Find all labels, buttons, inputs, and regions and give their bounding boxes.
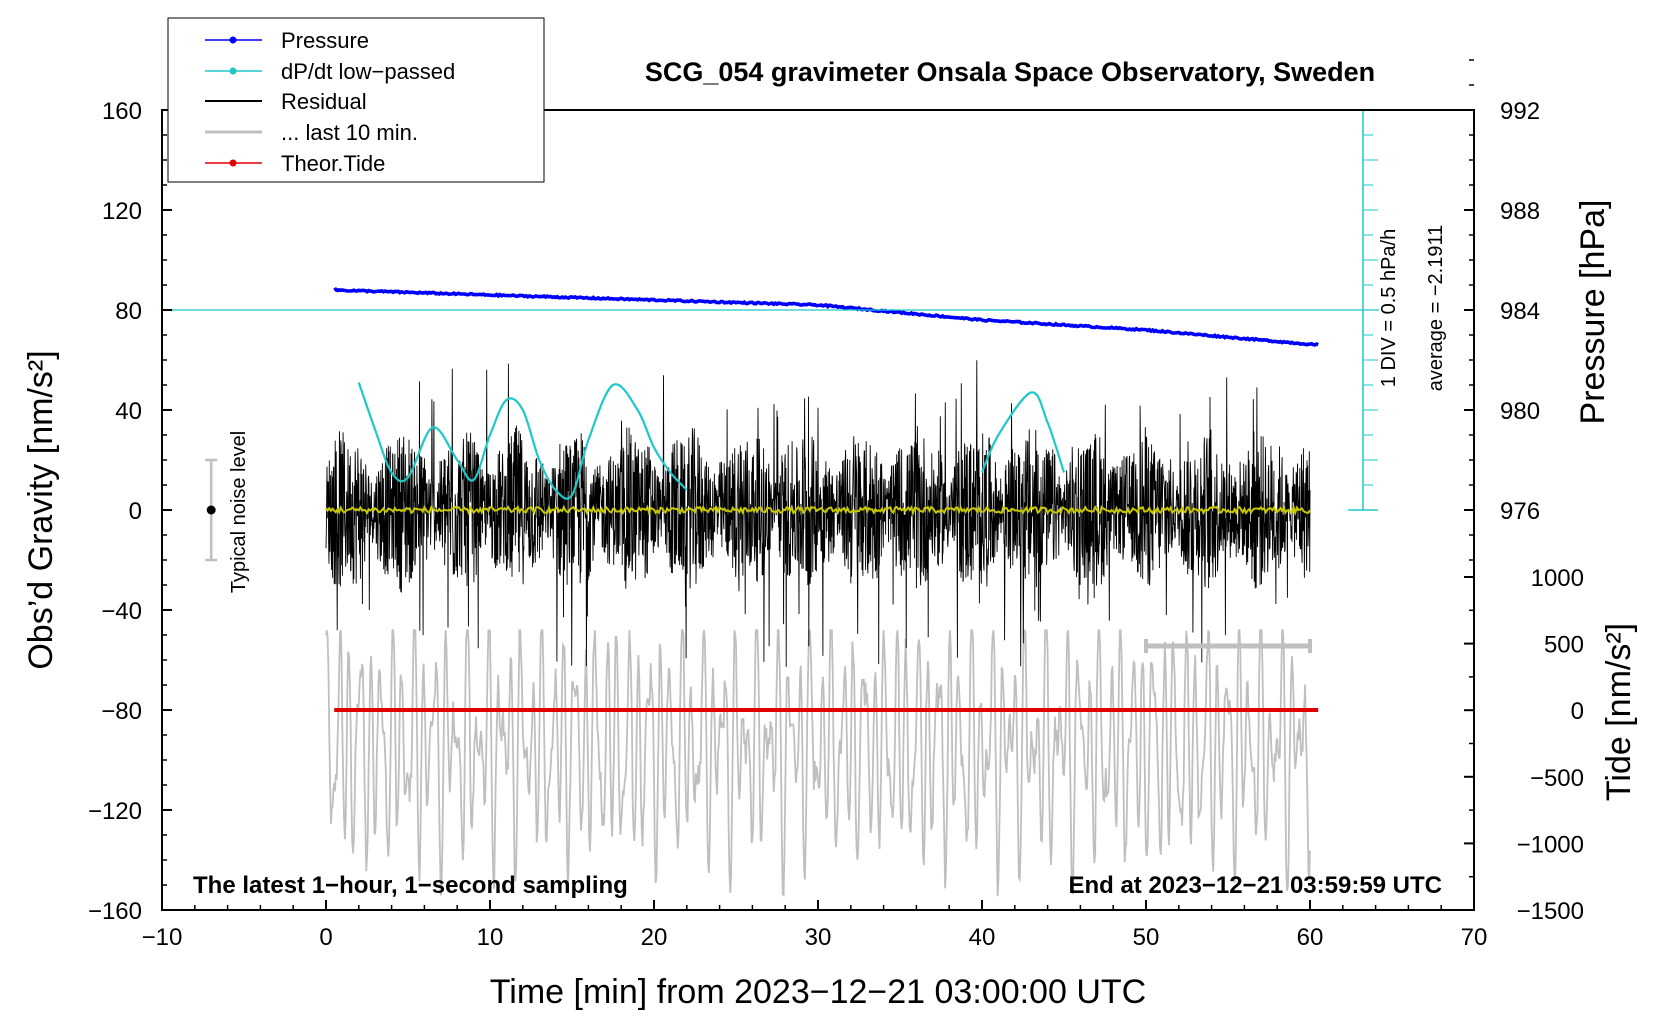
legend: Pressure dP/dt low−passed Residual ... l… [167, 17, 545, 183]
reference-layer [162, 110, 1379, 653]
dpdt-curve-1 [357, 382, 688, 500]
x-tick-label: 40 [969, 924, 996, 951]
tide-tick-label: −1000 [1517, 831, 1584, 858]
dpdt-scale-label: 1 DIV = 0.5 hPa/h [1378, 229, 1400, 387]
axis-layer: −10 0 10 20 30 40 50 60 70 160 120 80 40 0 −40 −80 −120 −… [88, 59, 1584, 951]
y-axis-title-tide: Tide [nm/s²] [1600, 623, 1638, 801]
y-tick-label: 160 [102, 98, 142, 125]
legend-marker-tide [229, 159, 237, 167]
legend-marker-dpdt [229, 67, 237, 75]
x-tick-label: 0 [319, 924, 332, 951]
y-tick-label: −120 [88, 798, 142, 825]
y-axis-title-pressure: Pressure [hPa] [1574, 200, 1612, 425]
pressure-tick-label: 976 [1500, 498, 1540, 525]
x-tick-label: 50 [1133, 924, 1160, 951]
dpdt-curve-2 [980, 391, 1066, 473]
noise-level-marker [206, 505, 216, 515]
tide-tick-label: −500 [1530, 765, 1584, 792]
y-tick-label: 80 [115, 298, 142, 325]
legend-label-pressure: Pressure [281, 28, 369, 53]
x-tick-label: 30 [805, 924, 832, 951]
y-tick-label: −160 [88, 898, 142, 925]
tide-tick-label: 0 [1571, 698, 1584, 725]
pressure-tick-label: 988 [1500, 198, 1540, 225]
chart-title: SCG_054 gravimeter Onsala Space Observat… [645, 57, 1375, 87]
x-tick-label: 10 [477, 924, 504, 951]
sampling-label: The latest 1−hour, 1−second sampling [193, 872, 628, 899]
legend-label-last10: ... last 10 min. [281, 120, 418, 145]
pressure-tick-label: 984 [1500, 298, 1540, 325]
legend-marker-pressure [229, 36, 237, 44]
tide-tick-label: 1000 [1531, 565, 1584, 592]
x-tick-label: −10 [142, 924, 183, 951]
residual-mean-trace [325, 503, 1311, 517]
pressure-tick-label: 980 [1500, 398, 1540, 425]
series-layer [325, 287, 1319, 897]
tide-tick-label: 500 [1544, 632, 1584, 659]
pressure-tick-label: 992 [1500, 98, 1540, 125]
legend-label-dpdt: dP/dt low−passed [281, 59, 455, 84]
y-tick-label: 120 [102, 198, 142, 225]
legend-label-residual: Residual [281, 89, 367, 114]
x-tick-label: 60 [1297, 924, 1324, 951]
x-tick-label: 70 [1461, 924, 1488, 951]
y-tick-label: 0 [129, 498, 142, 525]
x-axis-title: Time [min] from 2023−12−21 03:00:00 UTC [490, 973, 1146, 1011]
y-axis-title-left: Obs’d Gravity [nm/s²] [22, 350, 60, 669]
legend-label-tide: Theor.Tide [281, 151, 385, 176]
last10-trace [325, 629, 1311, 897]
y-tick-label: 40 [115, 398, 142, 425]
average-label: average = −2.1911 [1425, 225, 1447, 391]
y-tick-label: −80 [101, 698, 142, 725]
tide-tick-label: −1500 [1517, 898, 1584, 925]
residual-trace [325, 360, 1311, 667]
y-tick-label: −40 [101, 598, 142, 625]
pressure-trace [333, 287, 1319, 347]
noise-level-label: Typical noise level [228, 431, 250, 593]
end-time-label: End at 2023−12−21 03:59:59 UTC [1068, 872, 1442, 899]
x-tick-label: 20 [641, 924, 668, 951]
